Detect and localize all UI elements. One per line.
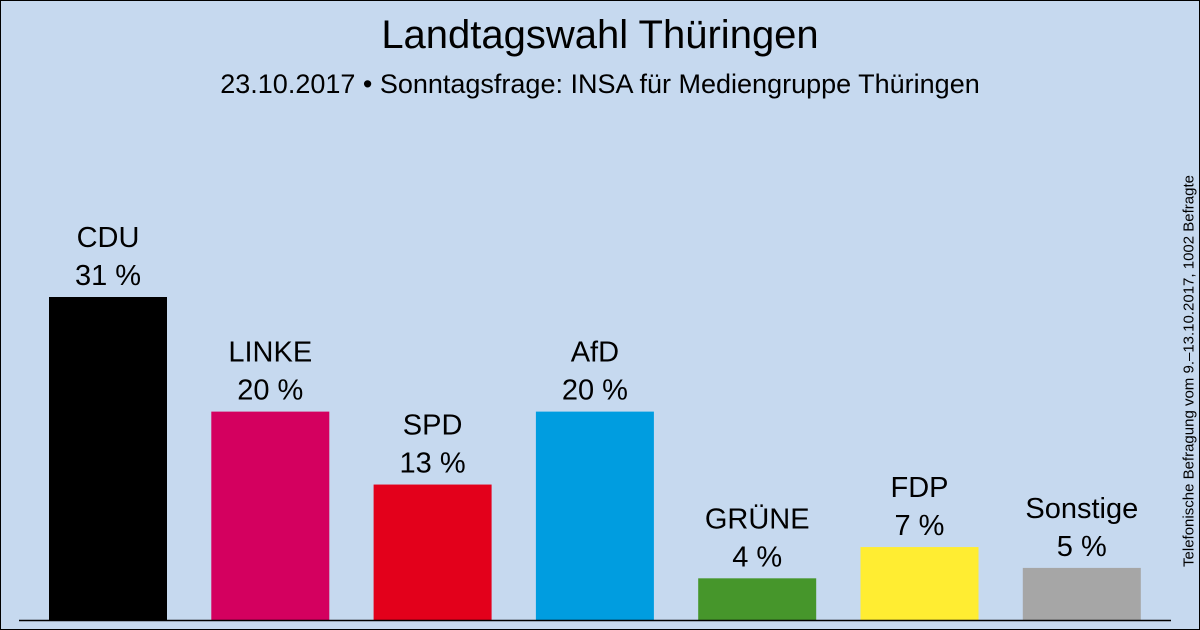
value-label-afd: 20 % xyxy=(562,375,628,407)
bar-grune xyxy=(698,578,817,620)
bar-label-linke: LINKE xyxy=(228,337,312,369)
value-label-fdp: 7 % xyxy=(895,510,945,542)
value-label-spd: 13 % xyxy=(400,448,466,480)
bar-linke xyxy=(211,411,330,620)
bar-label-afd: AfD xyxy=(571,337,619,369)
value-label-sonstige: 5 % xyxy=(1057,531,1107,563)
bar-afd xyxy=(535,411,654,620)
chart-subtitle: 23.10.2017 • Sonntagsfrage: INSA für Med… xyxy=(220,69,980,99)
value-label-cdu: 31 % xyxy=(75,260,141,292)
bar-label-cdu: CDU xyxy=(77,222,140,254)
value-label-linke: 20 % xyxy=(237,375,303,407)
chart-title: Landtagswahl Thüringen xyxy=(381,13,819,57)
bar-cdu xyxy=(49,297,167,620)
bar-label-spd: SPD xyxy=(403,410,463,442)
bar-label-grune: GRÜNE xyxy=(705,503,810,535)
bar-spd xyxy=(373,484,492,620)
value-label-grune: 4 % xyxy=(732,541,782,573)
bar-label-fdp: FDP xyxy=(891,472,949,504)
bar-label-sonstige: Sonstige xyxy=(1025,493,1138,525)
bar-fdp xyxy=(860,547,979,620)
bar-sonstige xyxy=(1022,567,1141,620)
